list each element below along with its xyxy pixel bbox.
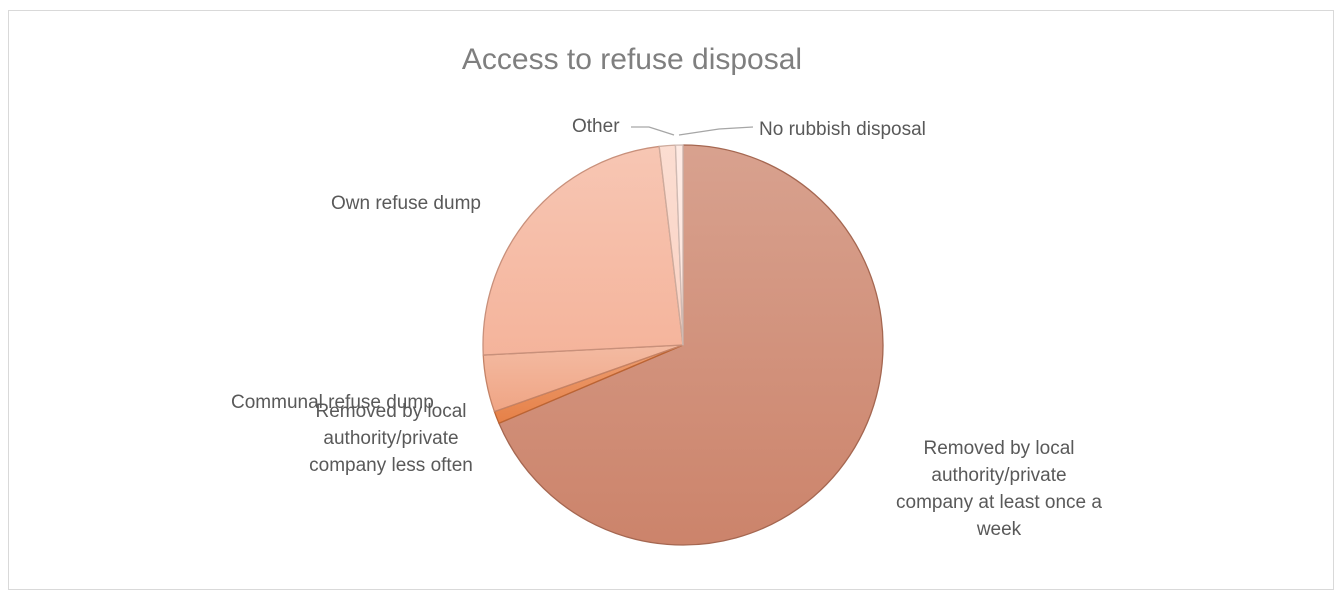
- slice-label: Other: [572, 116, 620, 137]
- pie-slice: [674, 144, 684, 346]
- slice-label: Communal refuse dump: [231, 392, 434, 413]
- leader-line: [678, 126, 754, 136]
- chart-area: Access to refuse disposal Removed by loc…: [8, 10, 1334, 590]
- leader-line: [631, 126, 675, 136]
- slice-label: Removed by local authority/private company…: [896, 438, 1102, 540]
- slice-label: Own refuse dump: [331, 193, 481, 214]
- slice-label: No rubbish disposal: [759, 119, 926, 140]
- pie-slice: [498, 144, 884, 546]
- chart-title: Access to refuse disposal: [462, 43, 802, 76]
- pie-chart: Access to refuse disposal Removed by loc…: [231, 43, 1102, 546]
- slice-label: Removed by local authority/private company…: [309, 401, 473, 476]
- pie-slice: [482, 145, 684, 356]
